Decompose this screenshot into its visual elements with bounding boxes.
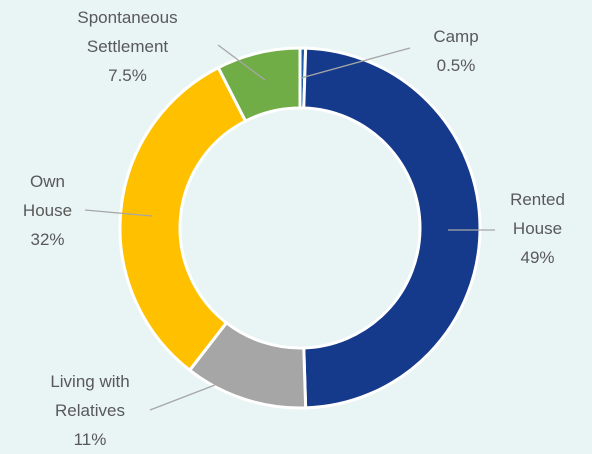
category-name: Spontaneous Settlement (77, 8, 178, 56)
donut-slice (118, 65, 248, 373)
donut-slice (216, 46, 302, 124)
value-label: 49% (520, 248, 555, 267)
data-label: Living with Relatives 11% (30, 367, 150, 454)
donut-slice (302, 46, 482, 410)
value-label: 0.5% (436, 56, 476, 75)
data-label: Camp 0.5% (416, 22, 496, 80)
category-name: Living with Relatives (50, 372, 130, 420)
leader-line (217, 44, 266, 81)
value-label: 11% (73, 430, 107, 449)
category-name: Own House (22, 172, 73, 220)
leader-line (149, 384, 216, 411)
data-label: Rented House 49% (495, 185, 580, 272)
value-label: 32% (30, 230, 65, 249)
category-name: Camp (433, 27, 479, 46)
category-name: Rented House (510, 190, 565, 238)
leader-line (300, 47, 411, 79)
leader-line (84, 209, 153, 217)
value-label: 7.5% (108, 66, 147, 85)
data-label: Own House 32% (10, 167, 85, 254)
data-label: Spontaneous Settlement 7.5% (55, 3, 200, 90)
